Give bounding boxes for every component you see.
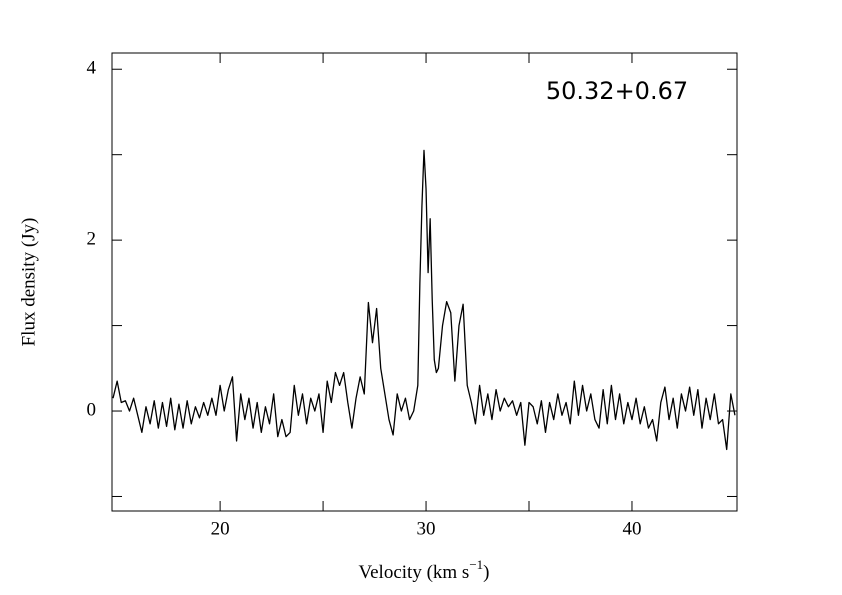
annotation: 50.32+0.67 [546,77,688,105]
x-tick-label: 20 [211,518,230,539]
y-tick-label: 2 [87,228,97,249]
y-tick-label: 4 [87,58,97,79]
x-axis-label: Velocity (km s−1) [359,557,490,583]
plot-frame [111,52,738,512]
x-axis-label-sup: −1 [469,557,483,572]
x-axis-label-close: ) [483,562,489,583]
spectrum-line [112,149,736,451]
x-tick-label: 30 [417,518,436,539]
y-axis-label: Flux density (Jy) [18,218,39,347]
x-axis-label-text: Velocity (km s [359,562,470,583]
y-tick-label: 0 [87,399,97,420]
x-tick-label: 40 [622,518,641,539]
